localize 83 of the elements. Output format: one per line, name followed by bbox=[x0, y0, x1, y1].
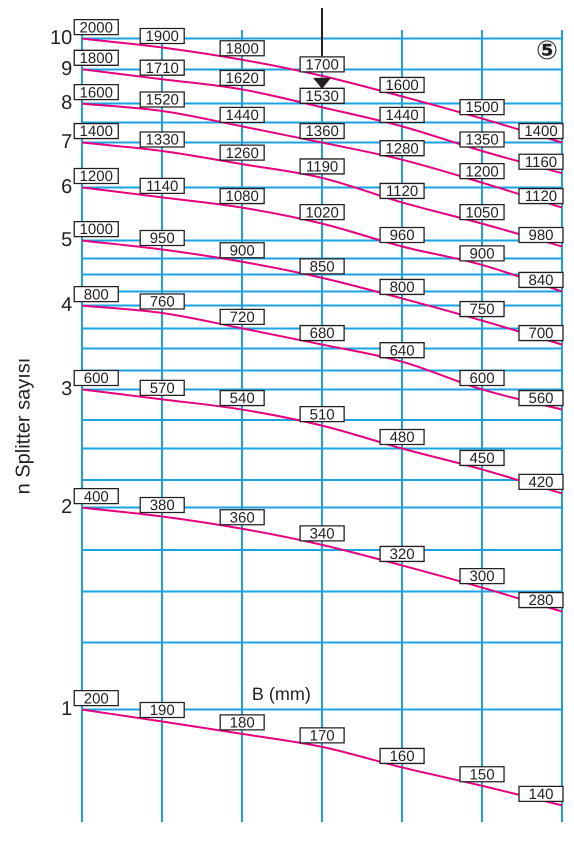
annotation: 300 bbox=[470, 568, 495, 586]
annotation: 1200 bbox=[80, 168, 113, 186]
annotation: 850 bbox=[310, 258, 335, 276]
annotation: 1000 bbox=[80, 221, 113, 238]
annotation: 320 bbox=[390, 546, 415, 564]
annotation: 1120 bbox=[386, 183, 418, 200]
y-tick-label: 2 bbox=[61, 496, 72, 518]
annotation: 360 bbox=[230, 509, 255, 526]
annotation: 1900 bbox=[146, 28, 179, 46]
annotation: 1500 bbox=[465, 99, 499, 116]
annotation: 900 bbox=[470, 246, 495, 263]
annotation: 840 bbox=[528, 272, 554, 290]
annotation: 1190 bbox=[306, 158, 338, 176]
annotation: 180 bbox=[230, 714, 255, 732]
annotation: 1280 bbox=[385, 140, 419, 158]
annotation: 1700 bbox=[305, 56, 339, 74]
annotation: 1200 bbox=[465, 163, 499, 180]
annotation: 960 bbox=[390, 227, 415, 244]
annotation: 800 bbox=[84, 286, 109, 304]
annotation: 1800 bbox=[225, 40, 259, 58]
y-tick-label: 8 bbox=[61, 92, 72, 114]
annotation: 1360 bbox=[305, 123, 339, 140]
y-tick-label: 4 bbox=[61, 294, 72, 316]
annotation: 570 bbox=[150, 380, 175, 397]
annotation: 900 bbox=[230, 242, 255, 260]
annotation: 1260 bbox=[225, 144, 259, 162]
annotation: 800 bbox=[390, 279, 415, 296]
annotation: 1400 bbox=[524, 123, 558, 140]
annotation: 200 bbox=[84, 690, 109, 708]
annotation: 1330 bbox=[146, 132, 179, 149]
annotation: 1440 bbox=[385, 107, 419, 124]
annotation: 1020 bbox=[305, 204, 339, 222]
y-tick-label: 9 bbox=[61, 58, 72, 80]
y-tick-label: 5 bbox=[61, 229, 72, 252]
y-tick-label: 3 bbox=[61, 378, 72, 400]
annotation: 1800 bbox=[80, 50, 113, 67]
annotation: 1140 bbox=[146, 178, 178, 195]
annotation: 980 bbox=[528, 227, 554, 244]
annotation: 1050 bbox=[465, 204, 499, 222]
annotation: 1530 bbox=[305, 88, 339, 105]
annotation: 1710 bbox=[146, 60, 179, 77]
annotation: 680 bbox=[310, 325, 335, 342]
annotation: 1600 bbox=[80, 84, 113, 102]
annotation: 1440 bbox=[225, 107, 259, 124]
y-axis-title: n Splitter sayısı bbox=[12, 358, 35, 494]
annotation: 280 bbox=[528, 592, 554, 610]
annotation: 760 bbox=[150, 294, 175, 311]
annotation: 160 bbox=[390, 748, 415, 766]
annotation: 450 bbox=[470, 450, 495, 468]
annotation: 1400 bbox=[80, 123, 113, 140]
annotation: 170 bbox=[310, 728, 335, 745]
annotation: 600 bbox=[470, 370, 495, 388]
annotation: 1600 bbox=[385, 77, 419, 94]
annotation: 150 bbox=[470, 766, 495, 784]
annotation: 1160 bbox=[524, 154, 558, 171]
annotation: 640 bbox=[390, 342, 415, 360]
annotation: B (mm) bbox=[252, 684, 311, 704]
annotation: 190 bbox=[150, 702, 175, 720]
annotation: 340 bbox=[310, 526, 335, 543]
y-tick-label: 6 bbox=[61, 176, 72, 198]
annotation: 950 bbox=[150, 230, 175, 248]
annotation: 420 bbox=[528, 474, 554, 492]
annotation: 750 bbox=[470, 301, 495, 318]
y-tick-label: 7 bbox=[61, 131, 72, 154]
y-tick-label: 1 bbox=[61, 698, 72, 720]
annotation: 1520 bbox=[146, 92, 179, 109]
annotation: 1350 bbox=[465, 132, 499, 149]
annotation: 1620 bbox=[225, 70, 259, 88]
annotation: 140 bbox=[528, 786, 554, 803]
annotation: 480 bbox=[390, 429, 415, 446]
annotation: 540 bbox=[230, 390, 255, 408]
annotation: 1080 bbox=[225, 188, 259, 206]
annotation: 380 bbox=[150, 497, 175, 514]
y-tick-label: 10 bbox=[50, 27, 72, 50]
annotation: 700 bbox=[528, 325, 554, 342]
annotation: ⑤ bbox=[536, 36, 558, 66]
annotation: 720 bbox=[230, 308, 255, 326]
annotation: 510 bbox=[310, 406, 335, 424]
annotation: 2000 bbox=[80, 19, 113, 36]
annotation: 600 bbox=[84, 370, 109, 388]
annotation: 560 bbox=[528, 390, 554, 408]
annotation: 400 bbox=[84, 488, 109, 506]
annotation: 1120 bbox=[524, 188, 558, 206]
